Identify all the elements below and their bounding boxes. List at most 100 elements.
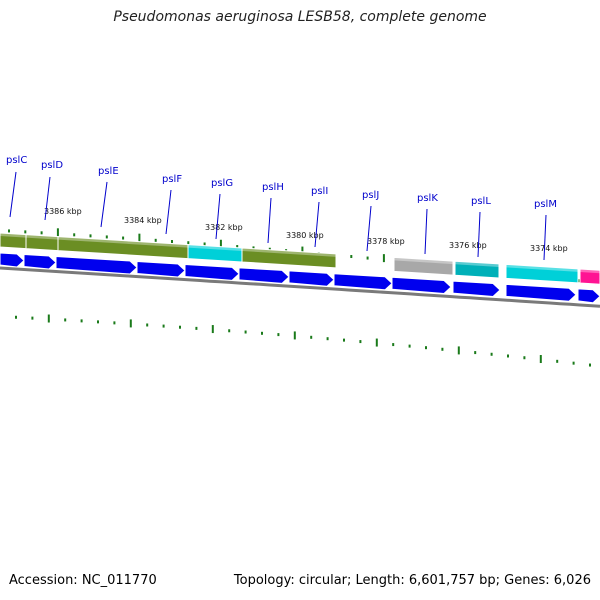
cds-arrow <box>238 267 290 284</box>
cds-arrow <box>505 283 577 302</box>
cds-arrow <box>288 270 335 287</box>
gene-leader-line <box>477 211 481 258</box>
tick-mark <box>113 321 116 325</box>
cds-arrow <box>577 288 600 304</box>
gene-leader-line <box>165 189 172 235</box>
tick-mark <box>80 319 83 323</box>
tick-mark <box>187 241 190 245</box>
tick-mark <box>138 233 141 242</box>
cds-arrow <box>136 260 186 278</box>
tick-mark <box>392 343 395 347</box>
cds-arrow <box>452 280 501 298</box>
tick-mark <box>122 236 125 240</box>
kbp-label: 3378 kbp <box>367 237 405 246</box>
gene-label-track: pslC pslD pslE pslF pslG pslH pslI pslJ pslK pslL… <box>6 155 557 261</box>
accession-text: Accession: NC_011770 <box>9 573 157 588</box>
backbone-line <box>0 266 600 308</box>
tick-mark <box>382 254 385 263</box>
gene-label: pslL <box>471 196 491 207</box>
tick-mark <box>64 318 67 322</box>
tick-mark <box>171 240 173 244</box>
tick-mark <box>523 356 526 360</box>
tick-mark <box>228 329 231 333</box>
genome-title: Pseudomonas aeruginosa LESB58, complete … <box>113 9 487 25</box>
tick-mark <box>490 352 493 356</box>
gene-label: pslI <box>311 186 328 197</box>
tick-mark <box>219 239 222 248</box>
feature-highlight <box>506 264 578 272</box>
tick-mark <box>73 233 76 237</box>
feature-band-track <box>0 232 600 285</box>
gene-label: pslE <box>98 166 119 177</box>
tick-mark <box>105 235 108 239</box>
feature-highlight <box>188 244 242 252</box>
cds-arrow <box>184 263 240 281</box>
gene-label: pslJ <box>362 190 379 201</box>
gene-label: pslD <box>41 160 63 171</box>
gene-leader-line <box>267 197 272 244</box>
tick-mark <box>203 242 206 246</box>
tick-mark <box>375 338 378 347</box>
tick-mark <box>359 340 362 344</box>
tick-mark <box>474 351 477 355</box>
tick-mark <box>244 330 247 334</box>
tick-mark <box>326 337 329 341</box>
gene-leader-line <box>314 201 320 248</box>
tick-mark <box>301 246 304 255</box>
feature-highlight <box>455 261 499 267</box>
gene-leader-line <box>215 193 221 240</box>
cds-arrow <box>333 273 393 291</box>
feature-block <box>505 263 579 284</box>
tick-mark <box>457 346 460 355</box>
kbp-label: 3384 kbp <box>124 216 162 225</box>
tick-mark <box>350 255 353 259</box>
tick-mark <box>15 315 17 319</box>
gene-label: pslM <box>534 199 557 210</box>
kbp-label: 3386 kbp <box>44 207 82 216</box>
feature-block <box>241 247 337 269</box>
tick-mark <box>261 331 263 335</box>
feature-highlight <box>580 268 600 274</box>
kbp-label: 3382 kbp <box>205 223 243 232</box>
cds-arrow <box>55 255 138 275</box>
kbp-label: 3376 kbp <box>449 241 487 250</box>
tick-mark <box>507 354 509 358</box>
gene-label: pslK <box>417 193 438 204</box>
feature-block <box>454 260 500 279</box>
tick-mark <box>277 333 280 337</box>
cds-arrow <box>23 253 57 270</box>
tick-mark <box>211 325 214 334</box>
kbp-label-track: 3386 kbp 3384 kbp 3382 kbp 3380 kbp 3378 kbp… <box>44 207 568 253</box>
tick-mark <box>572 361 575 365</box>
cds-arrow-track <box>0 252 600 304</box>
gene-label: pslC <box>6 155 27 166</box>
tick-mark <box>162 324 165 328</box>
tick-mark <box>366 256 369 260</box>
feature-highlight <box>242 248 336 257</box>
cds-arrow <box>391 276 452 294</box>
feature-highlight <box>0 233 26 238</box>
gene-leader-line <box>44 176 51 221</box>
genome-backbone <box>0 266 600 308</box>
gene-label: pslF <box>162 174 182 185</box>
tick-mark <box>97 320 99 324</box>
tick-mark <box>129 319 132 328</box>
tick-mark <box>24 230 27 234</box>
tick-mark <box>154 238 157 242</box>
tick-mark <box>195 326 198 330</box>
tick-mark <box>236 245 239 249</box>
feature-highlight <box>26 234 58 240</box>
kbp-label: 3374 kbp <box>530 244 568 253</box>
tick-mark <box>539 355 542 364</box>
tick-mark <box>408 344 411 348</box>
tick-mark <box>89 234 92 238</box>
tick-mark <box>343 338 345 342</box>
kbp-label: 3380 kbp <box>286 231 324 240</box>
gene-leader-line <box>9 171 17 218</box>
cds-arrow <box>0 252 25 268</box>
tick-mark <box>293 331 296 340</box>
gene-leader-line <box>424 208 428 255</box>
tick-mark <box>40 231 43 235</box>
